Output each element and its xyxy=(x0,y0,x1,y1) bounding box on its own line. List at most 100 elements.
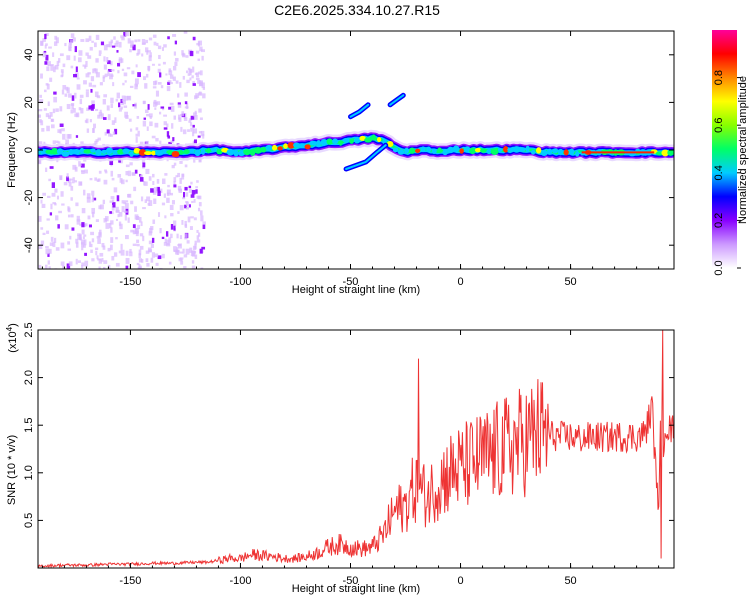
spectrogram-noise-cell xyxy=(78,57,82,63)
spectrogram-noise-cell xyxy=(101,257,104,262)
spectrogram-noise-cell xyxy=(42,192,46,196)
spectrogram-noise-cell xyxy=(95,34,100,40)
spectrogram-noise-cell xyxy=(73,55,76,61)
spectrogram-noise-cell xyxy=(139,141,144,146)
spectrogram-noise-cell xyxy=(67,241,71,245)
spectrogram-noise-cell xyxy=(114,117,117,123)
spectrogram-ridge-blob xyxy=(353,136,361,144)
spectrogram-ridge-blob xyxy=(271,144,278,151)
spectrogram-noise-cell xyxy=(67,206,70,211)
spectrogram-noise-cell xyxy=(145,140,149,147)
spectrogram-ridge-blob xyxy=(171,151,180,158)
spectrogram-noise-cell xyxy=(129,162,133,166)
spectrogram-noise-cell xyxy=(111,120,115,125)
spectrogram-ridge-blob xyxy=(183,149,190,155)
spectrogram-noise-cell xyxy=(163,44,167,48)
spectrogram-noise-cell xyxy=(185,248,190,255)
spectrogram-noise-cell xyxy=(55,37,59,44)
colorbar-tick-label: 0.2 xyxy=(713,213,725,228)
spectrogram-noise-cell xyxy=(94,140,98,145)
spectrogram-x-tick-label: 0 xyxy=(457,276,463,288)
spectrogram-noise-cell xyxy=(137,72,141,78)
spectrogram-noise-cell xyxy=(121,206,125,213)
spectrogram-panel: -150 -100 -50 0 50 -40 -20 0 20 40 Height of str… xyxy=(6,30,675,296)
spectrogram-ridge-blob xyxy=(326,138,333,145)
spectrogram-noise-cell xyxy=(100,41,105,46)
spectrogram-noise-cell xyxy=(182,248,185,254)
spectrogram-noise-cell xyxy=(189,69,192,76)
spectrogram-noise-cell xyxy=(157,255,162,260)
spectrogram-noise-cell xyxy=(78,107,82,111)
spectrogram-noise-cell xyxy=(200,130,205,137)
spectrogram-noise-cell xyxy=(137,39,141,42)
spectrogram-ridge-blob xyxy=(480,148,488,153)
spectrogram-noise-cell xyxy=(120,106,123,110)
spectrogram-noise-cell xyxy=(172,65,177,71)
spectrogram-noise-cell xyxy=(142,162,146,168)
spectrogram-noise-cell xyxy=(201,246,206,250)
spectrogram-noise-cell xyxy=(148,231,153,236)
spectrogram-noise-cell xyxy=(134,206,137,212)
spectrogram-noise-cell xyxy=(125,171,129,176)
spectrogram-noise-cell xyxy=(178,257,182,262)
spectrogram-noise-cell xyxy=(159,140,162,145)
spectrogram-ridge-blob xyxy=(38,147,41,154)
spectrogram-noise-cell xyxy=(79,94,84,98)
spectrogram-noise-cell xyxy=(179,160,183,164)
spectrogram-ridge-blob xyxy=(431,148,437,154)
spectrogram-noise-cell xyxy=(38,264,42,269)
spectrogram-noise-cell xyxy=(45,43,48,46)
colorbar-tick-label: 0.0 xyxy=(713,260,725,275)
spectrogram-noise-cell xyxy=(80,39,85,42)
spectrogram-ridge-blob xyxy=(408,147,416,154)
spectrogram-noise-cell xyxy=(198,131,202,134)
spectrogram-noise-cell xyxy=(129,128,133,132)
spectrogram-noise-cell xyxy=(155,262,159,266)
spectrogram-noise-cell xyxy=(97,137,101,141)
spectrogram-noise-cell xyxy=(46,230,50,234)
spectrogram-noise-cell xyxy=(90,105,93,109)
spectrogram-noise-cell xyxy=(93,123,96,129)
spectrogram-ridge-blob xyxy=(68,149,74,156)
colorbar-tick-label: 0.4 xyxy=(713,165,725,180)
spectrogram-ridge-blob xyxy=(151,150,156,156)
spectrogram-noise-cell xyxy=(144,83,148,89)
spectrogram-noise-cell xyxy=(158,63,161,66)
spectrogram-noise-cell xyxy=(111,45,116,48)
spectrogram-noise-cell xyxy=(153,187,158,193)
spectrogram-noise-cell xyxy=(164,173,168,176)
spectrogram-noise-cell xyxy=(107,264,111,269)
colorbar-label: Normalized spectral amplitude xyxy=(737,76,749,224)
spectrogram-noise-cell xyxy=(103,179,108,185)
spectrogram-noise-cell xyxy=(160,188,163,193)
spectrogram-noise-cell xyxy=(105,223,110,229)
spectrogram-noise-cell xyxy=(45,54,49,61)
spectrogram-noise-cell xyxy=(123,72,128,77)
spectrogram-noise-cell xyxy=(201,49,205,53)
spectrogram-noise-cell xyxy=(120,35,125,39)
spectrogram-noise-cell xyxy=(84,66,87,69)
spectrogram-ridge-blob xyxy=(61,151,70,157)
spectrogram-noise-cell xyxy=(171,200,175,205)
colorbar-tick-label: 0.6 xyxy=(713,118,725,133)
spectrogram-ridge-blob xyxy=(540,149,548,157)
spectrogram-noise-cell xyxy=(200,81,203,85)
spectrogram-noise-cell xyxy=(191,131,195,137)
spectrogram-noise-cell xyxy=(76,219,81,225)
spectrogram-noise-cell xyxy=(66,173,69,178)
spectrogram-ridge-blob xyxy=(167,149,173,155)
spectrogram-ridge-blob xyxy=(563,149,569,156)
spectrogram-noise-cell xyxy=(62,63,66,68)
spectrogram-noise-cell xyxy=(148,55,152,62)
spectrogram-noise-cell xyxy=(131,70,135,75)
spectrogram-noise-cell xyxy=(151,135,156,139)
spectrogram-ridge-blob xyxy=(453,145,460,153)
spectrogram-noise-cell xyxy=(45,246,49,249)
spectrogram-noise-cell xyxy=(199,70,203,76)
spectrogram-noise-cell xyxy=(149,52,152,58)
spectrogram-noise-cell xyxy=(189,247,193,253)
spectrogram-noise-cell xyxy=(184,224,188,228)
spectrogram-ridge-blob xyxy=(404,147,410,154)
spectrogram-noise-cell xyxy=(106,105,110,111)
spectrogram-noise-cell xyxy=(118,57,123,61)
